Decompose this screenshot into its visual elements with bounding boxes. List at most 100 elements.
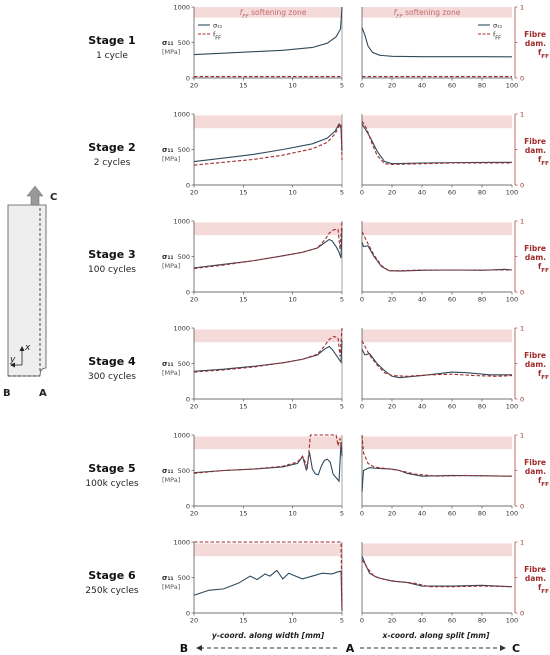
y-tick-label-right: 1 — [520, 3, 524, 11]
softening-zone-band — [194, 543, 342, 557]
x-tick-label: 10 — [289, 189, 297, 197]
x-tick-label: 80 — [478, 617, 486, 625]
x-tick-label: 40 — [418, 617, 426, 625]
x-tick-label: 10 — [289, 403, 297, 411]
x-tick-label: 20 — [190, 510, 198, 518]
series-line-damage — [194, 541, 343, 610]
x-tick-label: 0 — [360, 617, 364, 625]
x-axis-label-width: y-coord. along width [mm] — [212, 631, 325, 640]
x-tick-label: 100 — [506, 189, 518, 197]
series-line-damage — [361, 231, 512, 272]
coord-label-y: y — [9, 355, 16, 365]
y-tick-label-left: 500 — [178, 360, 190, 368]
y-label-damage-2: dam. — [525, 360, 546, 369]
y-label-stress: σ₁₁ — [162, 574, 174, 582]
series-line-stress — [193, 442, 343, 483]
specimen-sketch: C B Axy — [3, 185, 57, 399]
x-tick-label: 10 — [289, 296, 297, 304]
x-tick-label: 20 — [190, 296, 198, 304]
y-tick-label-left: 0 — [186, 609, 190, 617]
chart-panel-width: 20 15 10 5 0 500 1000 σ₁₁[MPa] — [162, 431, 344, 517]
x-tick-label: 20 — [388, 617, 396, 625]
series-line-damage — [361, 340, 513, 377]
stage-subtitle: 100 cycles — [88, 265, 136, 275]
y-tick-label-left: 1000 — [173, 3, 190, 11]
x-axis-label-split: x-coord. along split [mm] — [382, 631, 491, 640]
y-tick-label-left: 0 — [186, 502, 190, 510]
y-label-stress-unit: [MPa] — [162, 476, 180, 484]
legend-stress-label: σ₁₁ — [213, 22, 223, 30]
x-tick-label: 20 — [190, 617, 198, 625]
y-tick-label-right: 0 — [520, 395, 524, 403]
y-label-stress-unit: [MPa] — [162, 369, 180, 377]
y-tick-label-right: 0 — [520, 609, 524, 617]
y-label-damage-1: Fibre — [524, 137, 546, 146]
x-tick-label: 40 — [418, 403, 426, 411]
series-line-damage — [361, 559, 513, 588]
stage-subtitle: 250k cycles — [85, 586, 139, 596]
y-tick-label-left: 500 — [178, 574, 190, 582]
y-tick-label-left: 500 — [178, 467, 190, 475]
specimen-label-c: C — [50, 192, 57, 203]
bottom-axis-labels: y-coord. along width [mm] x-coord. along … — [180, 631, 520, 655]
x-tick-label: 0 — [360, 510, 364, 518]
x-tick-label: 15 — [239, 189, 247, 197]
x-tick-label: 80 — [478, 82, 486, 90]
coord-label-x: x — [24, 343, 31, 353]
y-label-stress: σ₁₁ — [162, 39, 174, 47]
x-tick-label: 60 — [448, 403, 456, 411]
y-tick-label-right: 0 — [520, 74, 524, 82]
y-label-damage-1: Fibre — [524, 30, 546, 39]
x-tick-label: 80 — [478, 510, 486, 518]
y-label-stress-unit: [MPa] — [162, 48, 180, 56]
specimen-outline — [7, 204, 47, 377]
series-line-damage — [361, 120, 512, 165]
y-label-damage-3: fFF — [538, 155, 549, 167]
y-label-damage-1: Fibre — [524, 458, 546, 467]
y-tick-label-left: 0 — [186, 181, 190, 189]
x-tick-label: 15 — [239, 617, 247, 625]
stage-title: Stage 6 — [88, 569, 136, 582]
x-tick-label: 5 — [340, 82, 344, 90]
softening-zone-band — [194, 436, 342, 450]
x-tick-label: 20 — [388, 296, 396, 304]
y-tick-label-left: 500 — [178, 146, 190, 154]
y-label-stress: σ₁₁ — [162, 253, 174, 261]
x-tick-label: 40 — [418, 510, 426, 518]
series-line-stress — [193, 569, 343, 611]
x-tick-label: 20 — [190, 403, 198, 411]
x-tick-label: 60 — [448, 82, 456, 90]
y-label-damage-1: Fibre — [524, 565, 546, 574]
series-line-stress — [193, 228, 343, 269]
softening-zone-band — [194, 115, 342, 129]
x-tick-label: 15 — [239, 403, 247, 411]
x-tick-label: 5 — [340, 296, 344, 304]
coord-arrow-x-icon — [19, 346, 25, 351]
x-tick-label: 60 — [448, 189, 456, 197]
x-tick-label: 60 — [448, 617, 456, 625]
softening-zone-band — [194, 7, 342, 18]
x-tick-label: 10 — [289, 510, 297, 518]
x-tick-label: 100 — [506, 82, 518, 90]
y-label-damage-1: Fibre — [524, 244, 546, 253]
series-line-stress — [361, 27, 513, 58]
stage-subtitle: 2 cycles — [94, 158, 131, 168]
x-tick-label: 60 — [448, 296, 456, 304]
y-label-stress-unit: [MPa] — [162, 583, 180, 591]
y-label-stress-unit: [MPa] — [162, 262, 180, 270]
stage-subtitle: 1 cycle — [96, 51, 128, 61]
chart-panel-width: 20 15 10 5 0 500 1000 σ₁₁[MPa] — [162, 324, 344, 410]
x-tick-label: 40 — [418, 296, 426, 304]
y-tick-label-right: 1 — [520, 431, 524, 439]
chart-panel-width: 20 15 10 5 0 500 1000 σ₁₁[MPa] — [162, 538, 344, 624]
x-tick-label: 80 — [478, 296, 486, 304]
x-tick-label: 20 — [388, 510, 396, 518]
y-tick-label-left: 0 — [186, 74, 190, 82]
coord-arrow-y-icon — [10, 362, 15, 368]
